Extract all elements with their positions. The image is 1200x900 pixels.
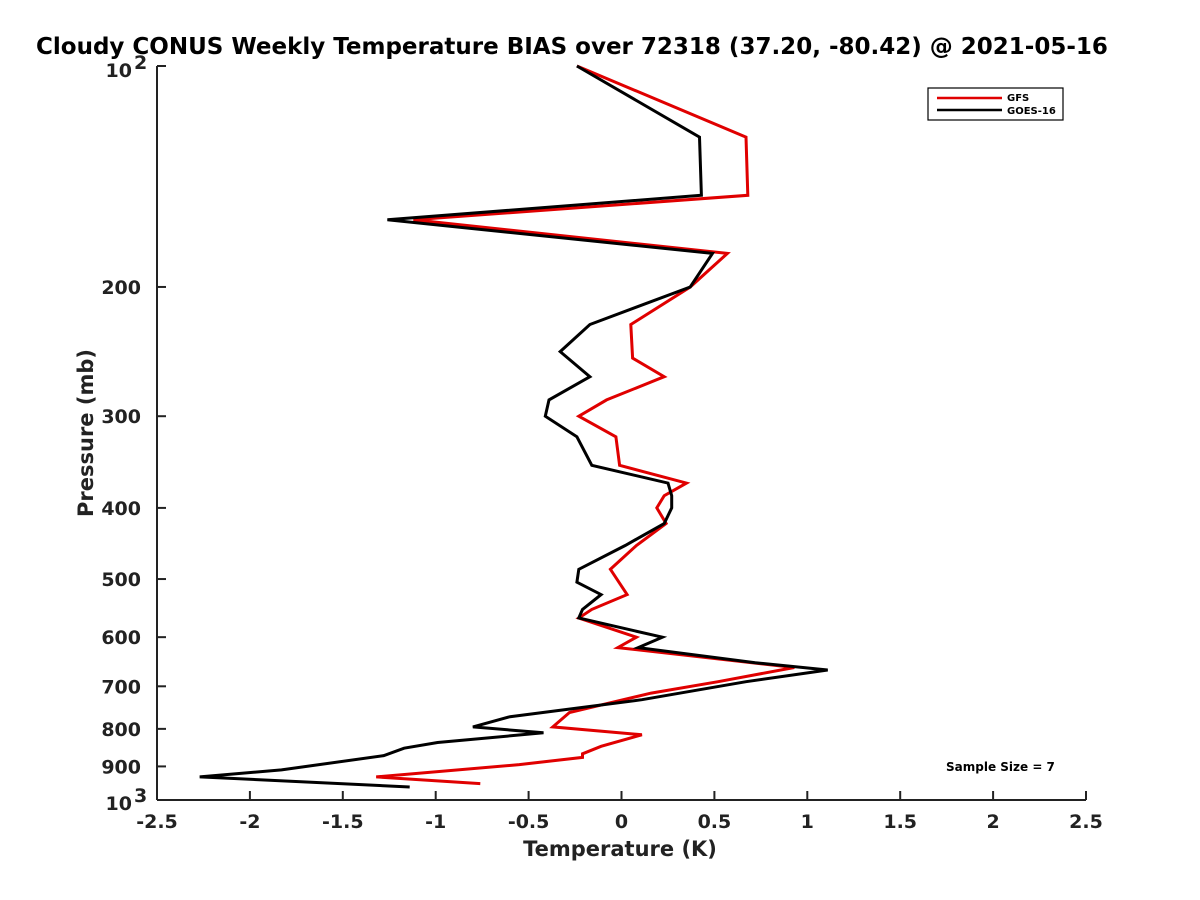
series-layer [199,64,828,789]
sample-size-annotation: Sample Size = 7 [946,760,1055,774]
x-tick-label: 2 [986,811,999,833]
y-tick-label: 600 [101,627,141,649]
y-bottom-tick-base: 10 [106,793,132,815]
y-bottom-tick-exponent: 3 [134,785,147,807]
x-axis-label: Temperature (K) [523,837,717,861]
y-bottom-tick-label: 10 [106,793,132,815]
x-tick-label: -0.5 [508,811,550,833]
x-tick-label: 1.5 [883,811,917,833]
y-tick-label: 300 [101,406,141,428]
x-tick-label: -2.5 [136,811,178,833]
legend: GFS GOES-16 [927,87,1064,121]
x-tick-label: -1.5 [322,811,364,833]
x-ticks: -2.5 -2 -1.5 -1 -0.5 0 0.5 1 1.5 2 2.5 [136,791,1103,833]
y-top-tick-exponent: 2 [134,52,147,74]
y-axis-label: Pressure (mb) [74,349,98,517]
y-top-tick-base: 10 [106,60,132,82]
y-tick-label: 900 [101,756,141,778]
y-tick-label: 400 [101,498,141,520]
y-tick-label: 200 [101,277,141,299]
legend-box [927,87,1064,121]
y-tick-label: 500 [101,569,141,591]
y-ticks: 200 300 400 500 600 700 800 900 [101,65,166,801]
series-line-goes16 [199,64,828,789]
y-tick-label: 800 [101,719,141,741]
x-tick-label: 0 [615,811,628,833]
x-tick-label: 2.5 [1069,811,1103,833]
x-tick-label: -1 [425,811,446,833]
series-line-gfs [376,64,795,786]
y-tick-label: 700 [101,676,141,698]
legend-label-gfs: GFS [1007,93,1029,104]
x-tick-label: -2 [239,811,260,833]
x-tick-label: 0.5 [698,811,732,833]
x-tick-label: 1 [801,811,814,833]
chart-title: Cloudy CONUS Weekly Temperature BIAS ove… [36,34,1108,60]
legend-label-goes16: GOES-16 [1007,106,1056,117]
y-top-tick-label: 10 [106,60,132,82]
